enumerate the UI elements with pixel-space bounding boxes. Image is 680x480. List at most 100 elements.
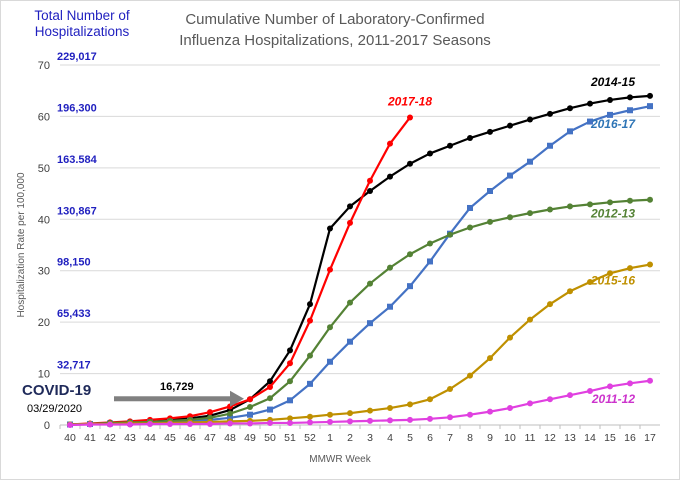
data-point — [307, 301, 313, 308]
data-point — [367, 320, 373, 327]
covid-date: 03/29/2020 — [27, 403, 82, 415]
data-point — [527, 210, 533, 217]
y-tick-label: 20 — [38, 317, 50, 329]
y-tick-label: 10 — [38, 369, 50, 381]
data-point — [527, 400, 533, 407]
y-axis-ticks: 0 10 20 30 40 50 60 70 — [38, 60, 50, 432]
covid-annotation: COVID-19 03/29/2020 16,729 — [22, 381, 244, 415]
total-hospitalizations-header-line2: Hospitalizations — [35, 24, 130, 39]
x-tick-label: 45 — [164, 432, 176, 444]
data-point — [427, 396, 433, 403]
total-hospitalizations-header-line1: Total Number of — [34, 8, 130, 23]
hospitalization-total-label: 65,433 — [57, 308, 91, 320]
x-tick-label: 2 — [347, 432, 353, 444]
data-point — [607, 199, 613, 206]
x-tick-label: 49 — [244, 432, 256, 444]
data-point — [247, 404, 253, 410]
x-tick-label: 46 — [184, 432, 196, 444]
hospitalization-total-label: 32,717 — [57, 360, 91, 372]
data-point — [187, 420, 193, 427]
data-point — [507, 172, 513, 179]
data-point — [607, 96, 613, 103]
data-point — [387, 140, 393, 147]
data-point — [407, 160, 413, 167]
hospitalization-total-label: 229,017 — [57, 51, 97, 63]
x-tick-label: 44 — [144, 432, 156, 444]
data-point — [487, 188, 493, 194]
series-label: 2017-18 — [387, 94, 432, 108]
x-tick-label: 50 — [264, 432, 276, 444]
data-point — [287, 378, 293, 385]
data-point — [427, 415, 433, 422]
x-tick-label: 16 — [624, 432, 636, 444]
data-point — [287, 360, 293, 367]
data-point — [547, 110, 553, 117]
data-point — [427, 258, 433, 265]
data-point — [387, 173, 393, 180]
data-point — [447, 386, 453, 392]
series-line — [69, 198, 651, 426]
x-tick-label: 15 — [604, 432, 616, 444]
series-label: 2015-16 — [590, 274, 635, 288]
data-point — [247, 420, 253, 427]
covid-arrow-shaft — [114, 396, 230, 402]
hospitalization-total-label: 196,300 — [57, 102, 97, 114]
y-axis-label: Hospitalization Rate per 100,000 — [16, 172, 27, 318]
data-point — [247, 396, 253, 403]
data-point — [487, 408, 493, 415]
covid-title: COVID-19 — [22, 382, 91, 399]
series-labels: 2014-15 2017-18 2016-17 2012-13 2015-16 2011-… — [387, 75, 636, 406]
data-point — [387, 417, 393, 424]
data-point — [227, 420, 233, 427]
x-tick-label: 40 — [64, 432, 76, 444]
chart-title: Cumulative Number of Laboratory-Confirme… — [185, 11, 484, 28]
data-point — [487, 128, 493, 135]
covid-arrow-head — [230, 390, 244, 407]
data-point — [507, 334, 513, 341]
data-point — [647, 261, 653, 268]
data-point — [567, 392, 573, 399]
data-point — [347, 410, 353, 417]
x-tick-label: 51 — [284, 432, 296, 444]
data-point — [587, 100, 593, 107]
data-point — [467, 411, 473, 418]
series-label: 2012-13 — [590, 207, 635, 221]
data-point — [347, 338, 353, 345]
data-point — [87, 421, 93, 428]
data-point — [587, 118, 593, 125]
data-point — [607, 270, 613, 277]
gridlines — [60, 64, 660, 426]
x-tick-label: 42 — [104, 432, 116, 444]
data-point — [267, 383, 273, 390]
x-tick-label: 41 — [84, 432, 96, 444]
x-tick-label: 7 — [447, 432, 453, 444]
x-tick-label: 4 — [387, 432, 393, 444]
data-point — [507, 405, 513, 412]
data-point — [647, 92, 653, 99]
data-point — [327, 358, 333, 365]
data-point — [367, 407, 373, 414]
x-tick-label: 12 — [544, 432, 556, 444]
data-point — [67, 422, 73, 428]
data-point — [587, 201, 593, 208]
data-point — [307, 413, 313, 420]
series-label: 2011-12 — [591, 392, 635, 406]
y-tick-label: 30 — [38, 266, 50, 278]
hospitalization-total-label: 130,867 — [57, 205, 97, 217]
data-point — [207, 420, 213, 427]
data-point — [347, 203, 353, 210]
data-point — [527, 116, 533, 123]
hospitalization-totals: 229,017 196,300 163.584 130,867 98,150 65,433… — [57, 51, 98, 372]
data-point — [327, 225, 333, 232]
x-tick-label: 3 — [367, 432, 373, 444]
data-point — [367, 188, 373, 194]
data-point — [387, 264, 393, 271]
data-point — [627, 107, 633, 114]
data-point — [347, 418, 353, 425]
series-label: 2014-15 — [590, 75, 635, 89]
data-point — [467, 372, 473, 379]
y-tick-label: 50 — [38, 163, 50, 175]
data-point — [407, 401, 413, 408]
